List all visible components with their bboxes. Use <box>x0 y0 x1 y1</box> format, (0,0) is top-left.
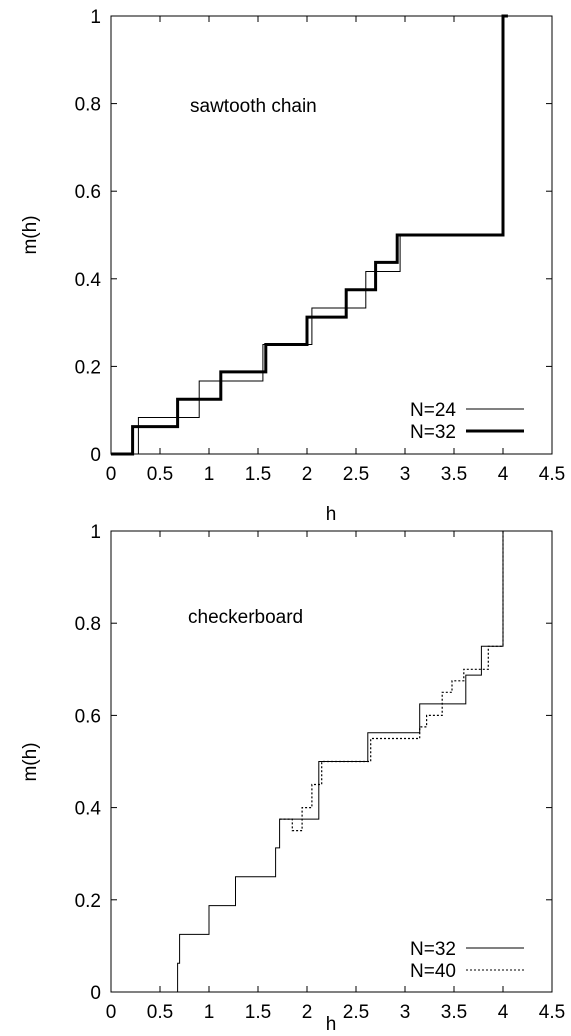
x-tick-label: 3 <box>400 464 411 485</box>
x-tick-label: 1.5 <box>245 464 271 485</box>
y-tick-label: 1 <box>90 7 101 28</box>
x-tick-label: 4.5 <box>539 1002 565 1023</box>
plot-frame <box>110 530 553 993</box>
y-tick-label: 0 <box>90 445 101 466</box>
x-tick-label: 0 <box>106 1002 117 1023</box>
x-tick-label: 4 <box>498 1002 509 1023</box>
y-tick-label: 0.2 <box>75 357 101 378</box>
x-tick-label: 2 <box>302 464 313 485</box>
x-tick-label: 0.5 <box>147 464 173 485</box>
x-tick-label: 4 <box>498 464 509 485</box>
legend-label-n40: N=40 <box>410 961 456 982</box>
series-layer <box>111 14 508 456</box>
legend-label-n24: N=24 <box>410 400 456 421</box>
chart-checkerboard: 0 0.5 1 1.5 2 2.5 3 3.5 4 4.5 0 0.2 0.4 0.6 0.8 1 chec… <box>20 522 565 1035</box>
series-line-n40 <box>279 531 504 832</box>
y-tick-label: 0 <box>90 983 101 1004</box>
plot-frame <box>110 15 553 455</box>
series-layer <box>111 531 504 993</box>
legend-label-n32: N=32 <box>410 939 456 960</box>
y-tick-label: 0.6 <box>75 182 101 203</box>
y-tick-label: 0.8 <box>75 614 101 635</box>
x-tick-label: 1 <box>204 464 215 485</box>
legend: N=24 N=32 <box>410 400 524 443</box>
x-tick-label: 3.5 <box>441 1002 467 1023</box>
y-tick-label: 0.4 <box>75 270 102 291</box>
legend: N=32 N=40 <box>410 939 524 982</box>
y-tick-label: 1 <box>90 522 101 543</box>
chart-sawtooth-chain: 0 0.5 1 1.5 2 2.5 3 3.5 4 4.5 0 0.2 0.4 0.6 0.8 1 sawt… <box>20 7 565 525</box>
x-tick-label: 2.5 <box>343 464 369 485</box>
x-tick-label: 3.5 <box>441 464 467 485</box>
x-axis-ticks: 0 0.5 1 1.5 2 2.5 3 3.5 4 4.5 <box>106 531 565 1023</box>
y-tick-label: 0.4 <box>75 799 102 820</box>
series-line-n32 <box>111 531 504 993</box>
x-tick-label: 2 <box>302 1002 313 1023</box>
x-tick-label: 0.5 <box>147 1002 173 1023</box>
x-tick-label: 4.5 <box>539 464 565 485</box>
y-axis-ticks: 0 0.2 0.4 0.6 0.8 1 <box>75 7 552 466</box>
y-axis-title: m(h) <box>20 215 41 254</box>
legend-label-n32: N=32 <box>410 422 456 443</box>
y-axis-ticks: 0 0.2 0.4 0.6 0.8 1 <box>75 522 552 1004</box>
x-axis-title: h <box>326 504 337 525</box>
x-tick-label: 3 <box>400 1002 411 1023</box>
y-tick-label: 0.2 <box>75 891 101 912</box>
x-axis-title: h <box>326 1014 337 1035</box>
y-tick-label: 0.6 <box>75 706 101 727</box>
series-line-n32 <box>111 14 508 456</box>
chart-annotation: checkerboard <box>188 607 303 628</box>
y-axis-title: m(h) <box>20 742 41 781</box>
chart-annotation: sawtooth chain <box>190 96 317 117</box>
x-tick-label: 1 <box>204 1002 215 1023</box>
x-tick-label: 1.5 <box>245 1002 271 1023</box>
x-tick-label: 0 <box>106 464 117 485</box>
y-tick-label: 0.8 <box>75 95 101 116</box>
x-axis-ticks: 0 0.5 1 1.5 2 2.5 3 3.5 4 4.5 <box>106 16 565 485</box>
x-tick-label: 2.5 <box>343 1002 369 1023</box>
